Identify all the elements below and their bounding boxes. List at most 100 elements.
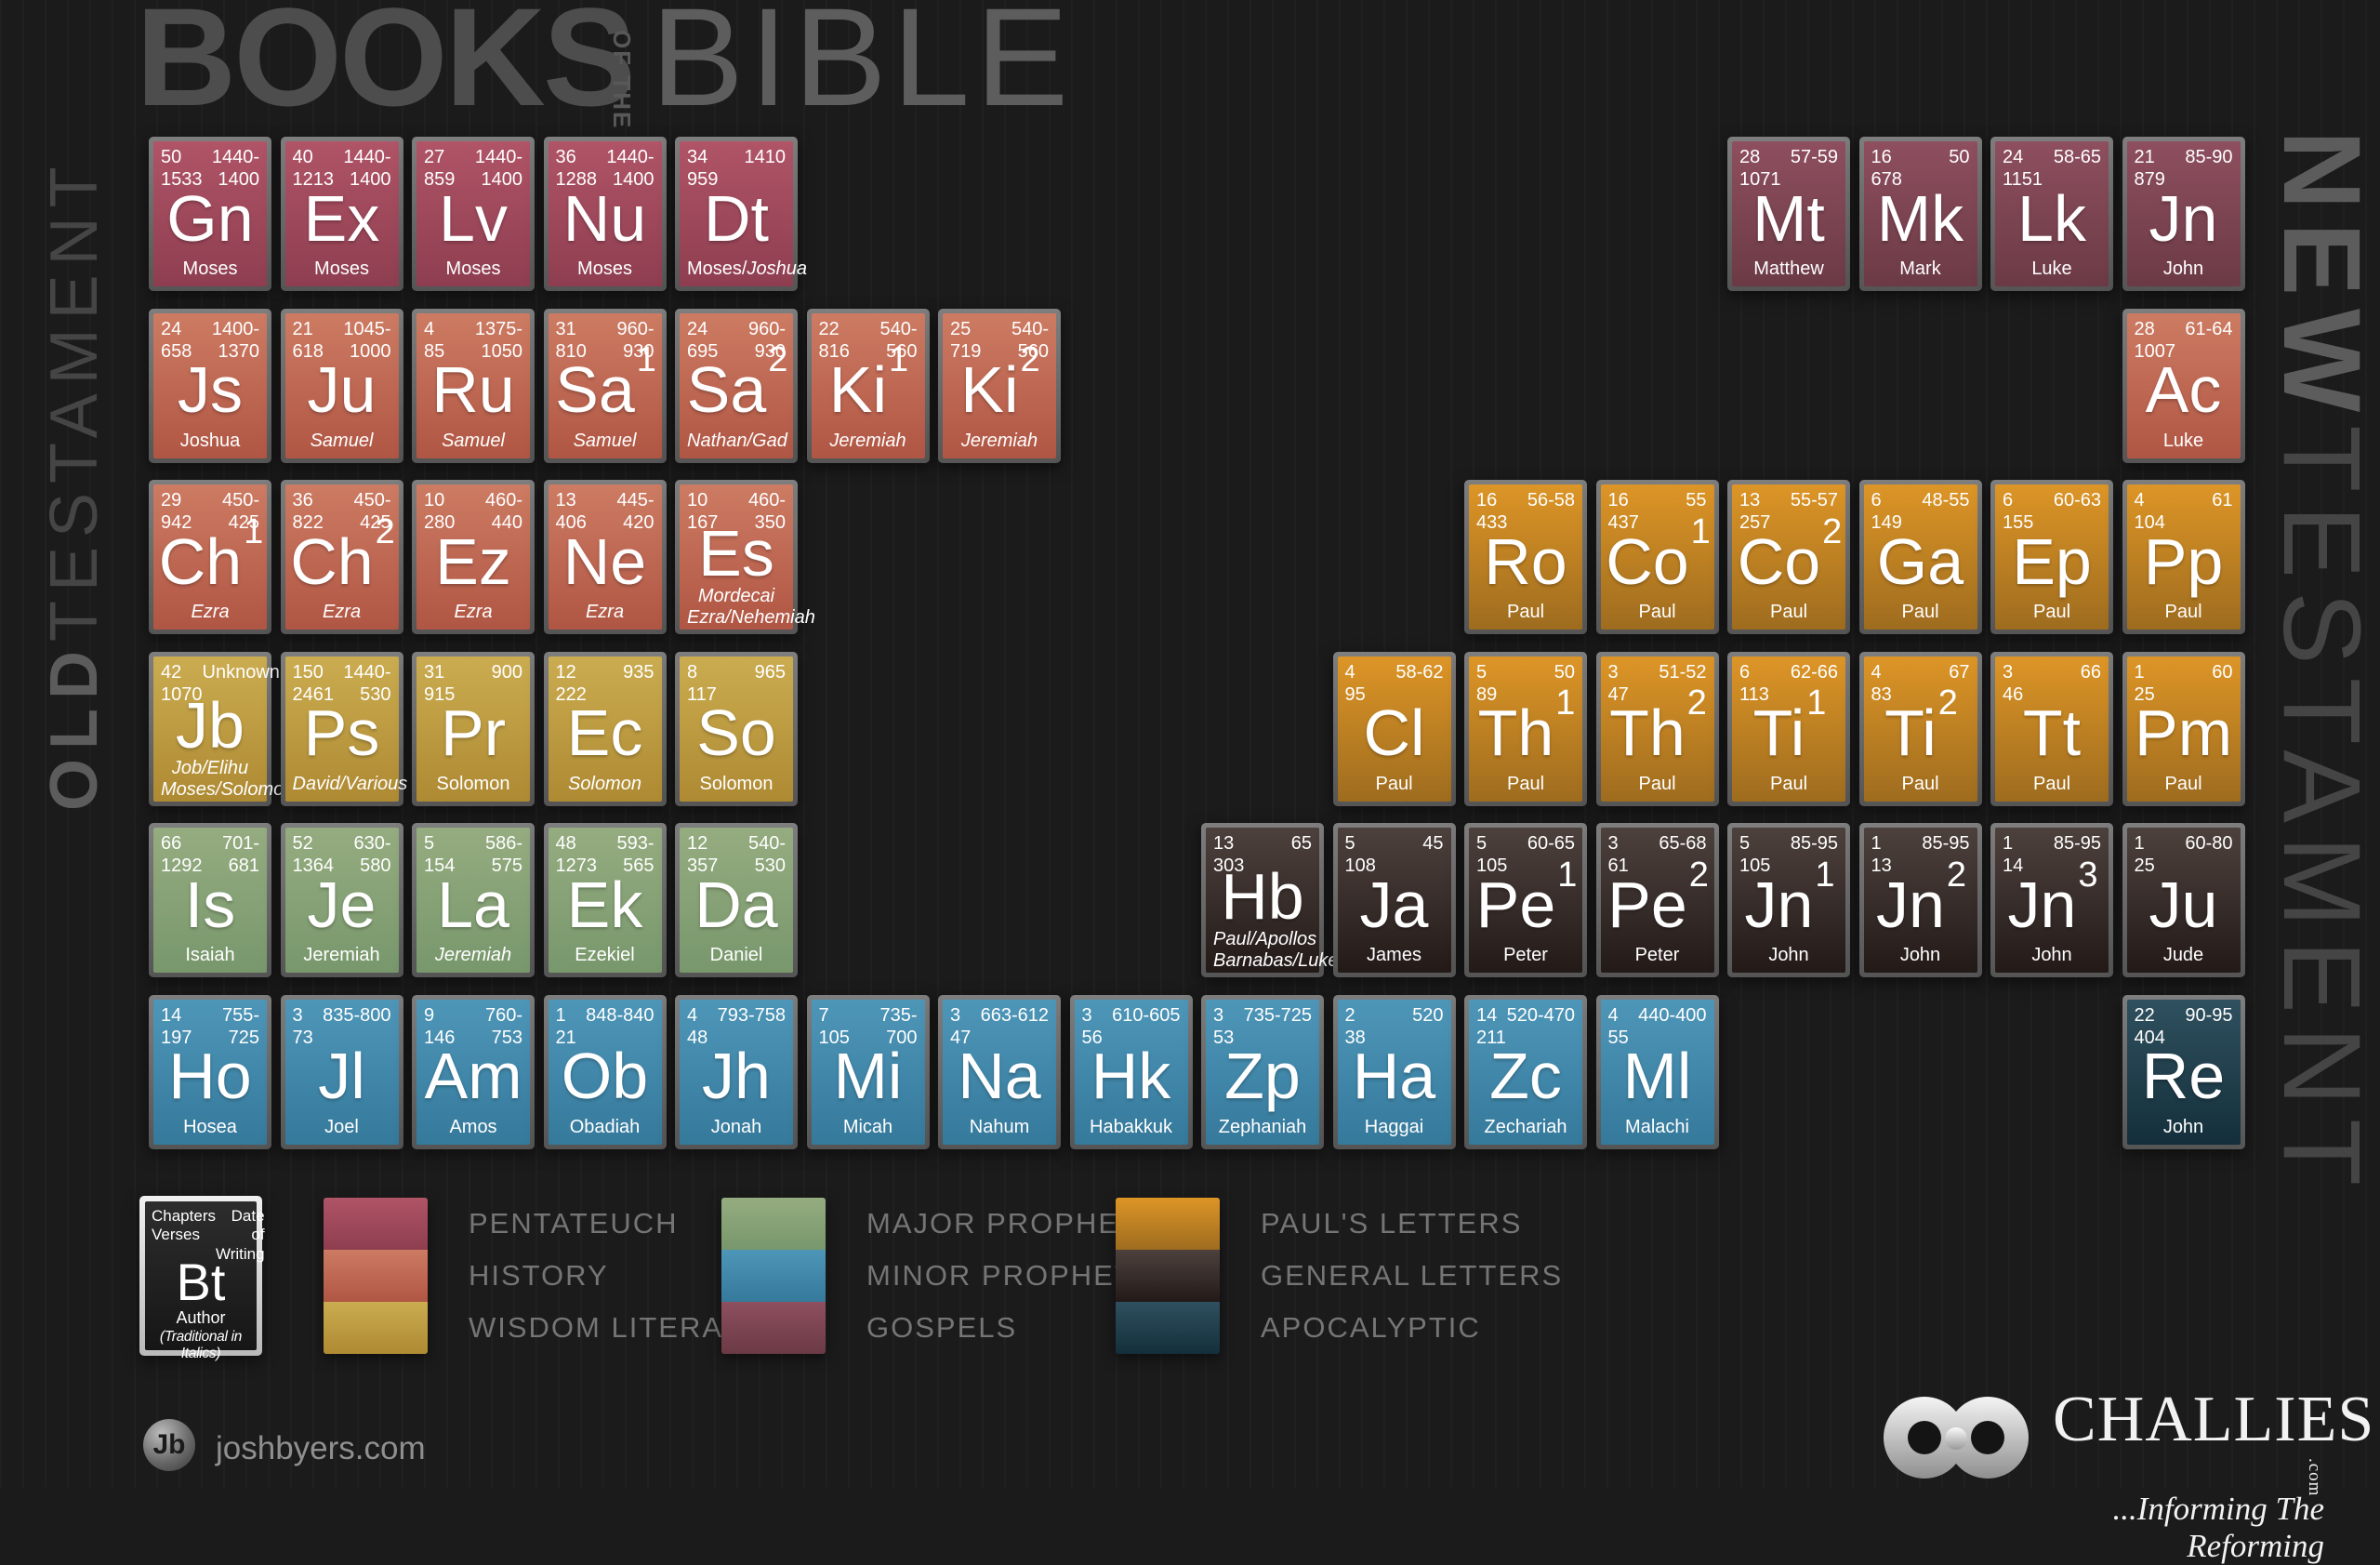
book-chapter-count: 13 <box>1213 833 1235 854</box>
legend-label-gospels: GOSPELS <box>866 1311 1018 1344</box>
book-chapter-count: 36 <box>292 490 313 511</box>
book-tile-face: 48 1273 593-565 Ek Ezekiel <box>548 828 662 973</box>
legend-label-stack: PAUL'S LETTERS GENERAL LETTERS APOCALYPTIC <box>1261 1198 1563 1354</box>
book-date-of-writing: 1440-1400 <box>343 147 391 190</box>
book-symbol: Ek <box>566 868 643 941</box>
book-symbol-area: Ob <box>556 1036 654 1117</box>
book-date-of-writing: 45 <box>1422 833 1444 854</box>
book-tile-header: 34 959 1410 <box>687 146 786 191</box>
book-tile: 34 959 1410 Dt Moses/Joshua <box>675 137 807 291</box>
book-author: Obadiah <box>556 1117 654 1138</box>
book-symbol: Pm <box>2135 696 2232 769</box>
book-tile-face: 3 53 735-725 Zp Zephaniah <box>1206 999 1319 1145</box>
book-tile-face: 31 915 900 Pr Solomon <box>416 656 530 802</box>
book-verse-count: 404 <box>2134 1027 2165 1048</box>
book-author-line: Paul <box>1638 773 1676 794</box>
book-author: Ezra <box>293 602 391 623</box>
book-author-line: John <box>2031 945 2072 965</box>
book-symbol-area: Mk <box>1871 178 1970 259</box>
book-author-line: Paul <box>1506 773 1545 794</box>
book-tile-header: 5 105 85-95 <box>1739 832 1838 877</box>
book-author: Paul/Apollos Barnabas/Luke <box>1213 929 1339 971</box>
book-tile-face: 10 167 460-350 Es Mordecai Ezra/Nehemiah <box>680 484 815 630</box>
book-verse-count: 357 <box>687 855 719 876</box>
book-chapter-count: 12 <box>555 661 576 683</box>
book-tile: 13 257 55-57 Co 2 Paul <box>1727 480 1850 634</box>
book-symbol-area: Dt <box>687 178 786 259</box>
book-tile: 5 154 586-575 La Jeremiah <box>412 823 535 977</box>
book-tile: 6 149 48-55 Ga Paul <box>1858 480 1982 634</box>
book-author-line: Samuel <box>573 430 637 451</box>
book-symbol-superscript: 2 <box>1020 340 1040 379</box>
book-author-line: John <box>2162 1116 2204 1137</box>
book-chapter-count: 5 <box>424 833 435 854</box>
book-chapter-count: 4 <box>1344 661 1355 683</box>
book-chapter-count: 50 <box>161 147 182 167</box>
book-author-line: Jeremiah <box>829 430 906 451</box>
book-verse-count: 154 <box>424 855 456 876</box>
book-verse-count: 105 <box>1476 855 1508 876</box>
book-symbol: Ja <box>1359 868 1429 941</box>
book-author: Hosea <box>161 1117 259 1138</box>
book-tile: 24 695 960-930 Sa 2 Nathan/Gad <box>675 308 798 463</box>
book-tile-header: 24 695 960-930 <box>687 318 786 363</box>
book-chapter-count: 10 <box>424 490 445 511</box>
legend-key-tile-face: Chapters Verses Date of Writing Bt Autho… <box>145 1201 265 1361</box>
book-chapter-count: 3 <box>1081 1004 1092 1026</box>
book-tile-numbers: 52 1364 <box>293 832 335 877</box>
book-chapter-count: 13 <box>555 490 576 511</box>
book-chapter-count: 42 <box>161 661 182 683</box>
book-tile-numbers: 24 658 <box>161 318 192 363</box>
book-tile-face: 22 816 540-560 Ki 1 Jeremiah <box>811 312 925 458</box>
legend-column: PAUL'S LETTERS GENERAL LETTERS APOCALYPTIC <box>1116 1198 1563 1354</box>
book-chapter-count: 16 <box>1871 147 1892 167</box>
book-symbol-area: Ti 2 <box>1871 685 1970 774</box>
book-author: Jeremiah <box>950 431 1049 452</box>
book-verse-count: 658 <box>161 340 192 362</box>
book-tile: 6 155 60-63 Ep Paul <box>1990 480 2113 634</box>
book-tile-header: 16 433 56-58 <box>1476 489 1575 534</box>
book-tile-header: 5 108 45 <box>1345 832 1444 877</box>
book-tile-face: 3 56 610-605 Hk Habakkuk <box>1074 999 1188 1145</box>
book-symbol-area: Cl <box>1345 693 1444 774</box>
book-symbol: Je <box>307 868 377 941</box>
book-date-of-writing: 1440-1400 <box>474 147 522 190</box>
book-symbol: Ch <box>158 524 243 598</box>
book-tile-header: 5 154 586-575 <box>424 832 522 877</box>
book-symbol-area: Nu <box>556 178 654 259</box>
book-tile-numbers: 13 406 <box>556 489 587 534</box>
book-tile-numbers: 5 89 <box>1476 661 1497 706</box>
legend-key-chapters-label: Chapters <box>152 1207 216 1225</box>
book-tile-face: 3 47 51-52 Th 2 Paul <box>1600 656 1714 802</box>
book-symbol-area: Ec <box>556 693 654 774</box>
book-symbol: Ti <box>1884 696 1937 769</box>
book-tile-header: 9 146 760-753 <box>424 1004 522 1049</box>
book-verse-count: 146 <box>424 1027 456 1048</box>
book-symbol: Am <box>424 1040 522 1112</box>
book-verse-count: 13 <box>1871 855 1892 876</box>
joshbyers-logo-monogram: Jb <box>152 1429 186 1460</box>
book-verse-count: 85 <box>424 340 445 362</box>
book-author: Mark <box>1871 259 1970 280</box>
book-date-of-writing: 793-758 <box>717 1004 786 1026</box>
book-symbol-area: Ek <box>556 864 654 945</box>
book-tile-header: 14 211 520-470 <box>1476 1004 1575 1049</box>
book-symbol-superscript: 1 <box>1557 855 1578 895</box>
book-symbol-superscript: 1 <box>1806 683 1827 723</box>
book-tile-header: 31 915 900 <box>424 661 522 706</box>
book-symbol: Lv <box>439 181 508 255</box>
book-tile-header: 16 437 55 <box>1608 489 1707 534</box>
book-tile-numbers: 5 105 <box>1739 832 1770 877</box>
book-verse-count: 25 <box>2134 683 2155 705</box>
book-author-line: Barnabas/Luke <box>1213 950 1339 971</box>
book-symbol-area: Lv <box>424 178 522 259</box>
book-date-of-writing: 1410 <box>744 147 787 167</box>
book-symbol-area: Tt <box>2003 693 2101 774</box>
book-symbol: Ki <box>960 353 1019 426</box>
book-symbol-area: Jb <box>161 693 259 758</box>
book-symbol: Ob <box>561 1040 649 1112</box>
book-tile-numbers: 24 1151 <box>2003 146 2043 191</box>
book-tile-header: 29 942 450-425 <box>161 489 259 534</box>
book-chapter-count: 6 <box>2003 490 2014 511</box>
book-verse-count: 149 <box>1871 512 1902 533</box>
